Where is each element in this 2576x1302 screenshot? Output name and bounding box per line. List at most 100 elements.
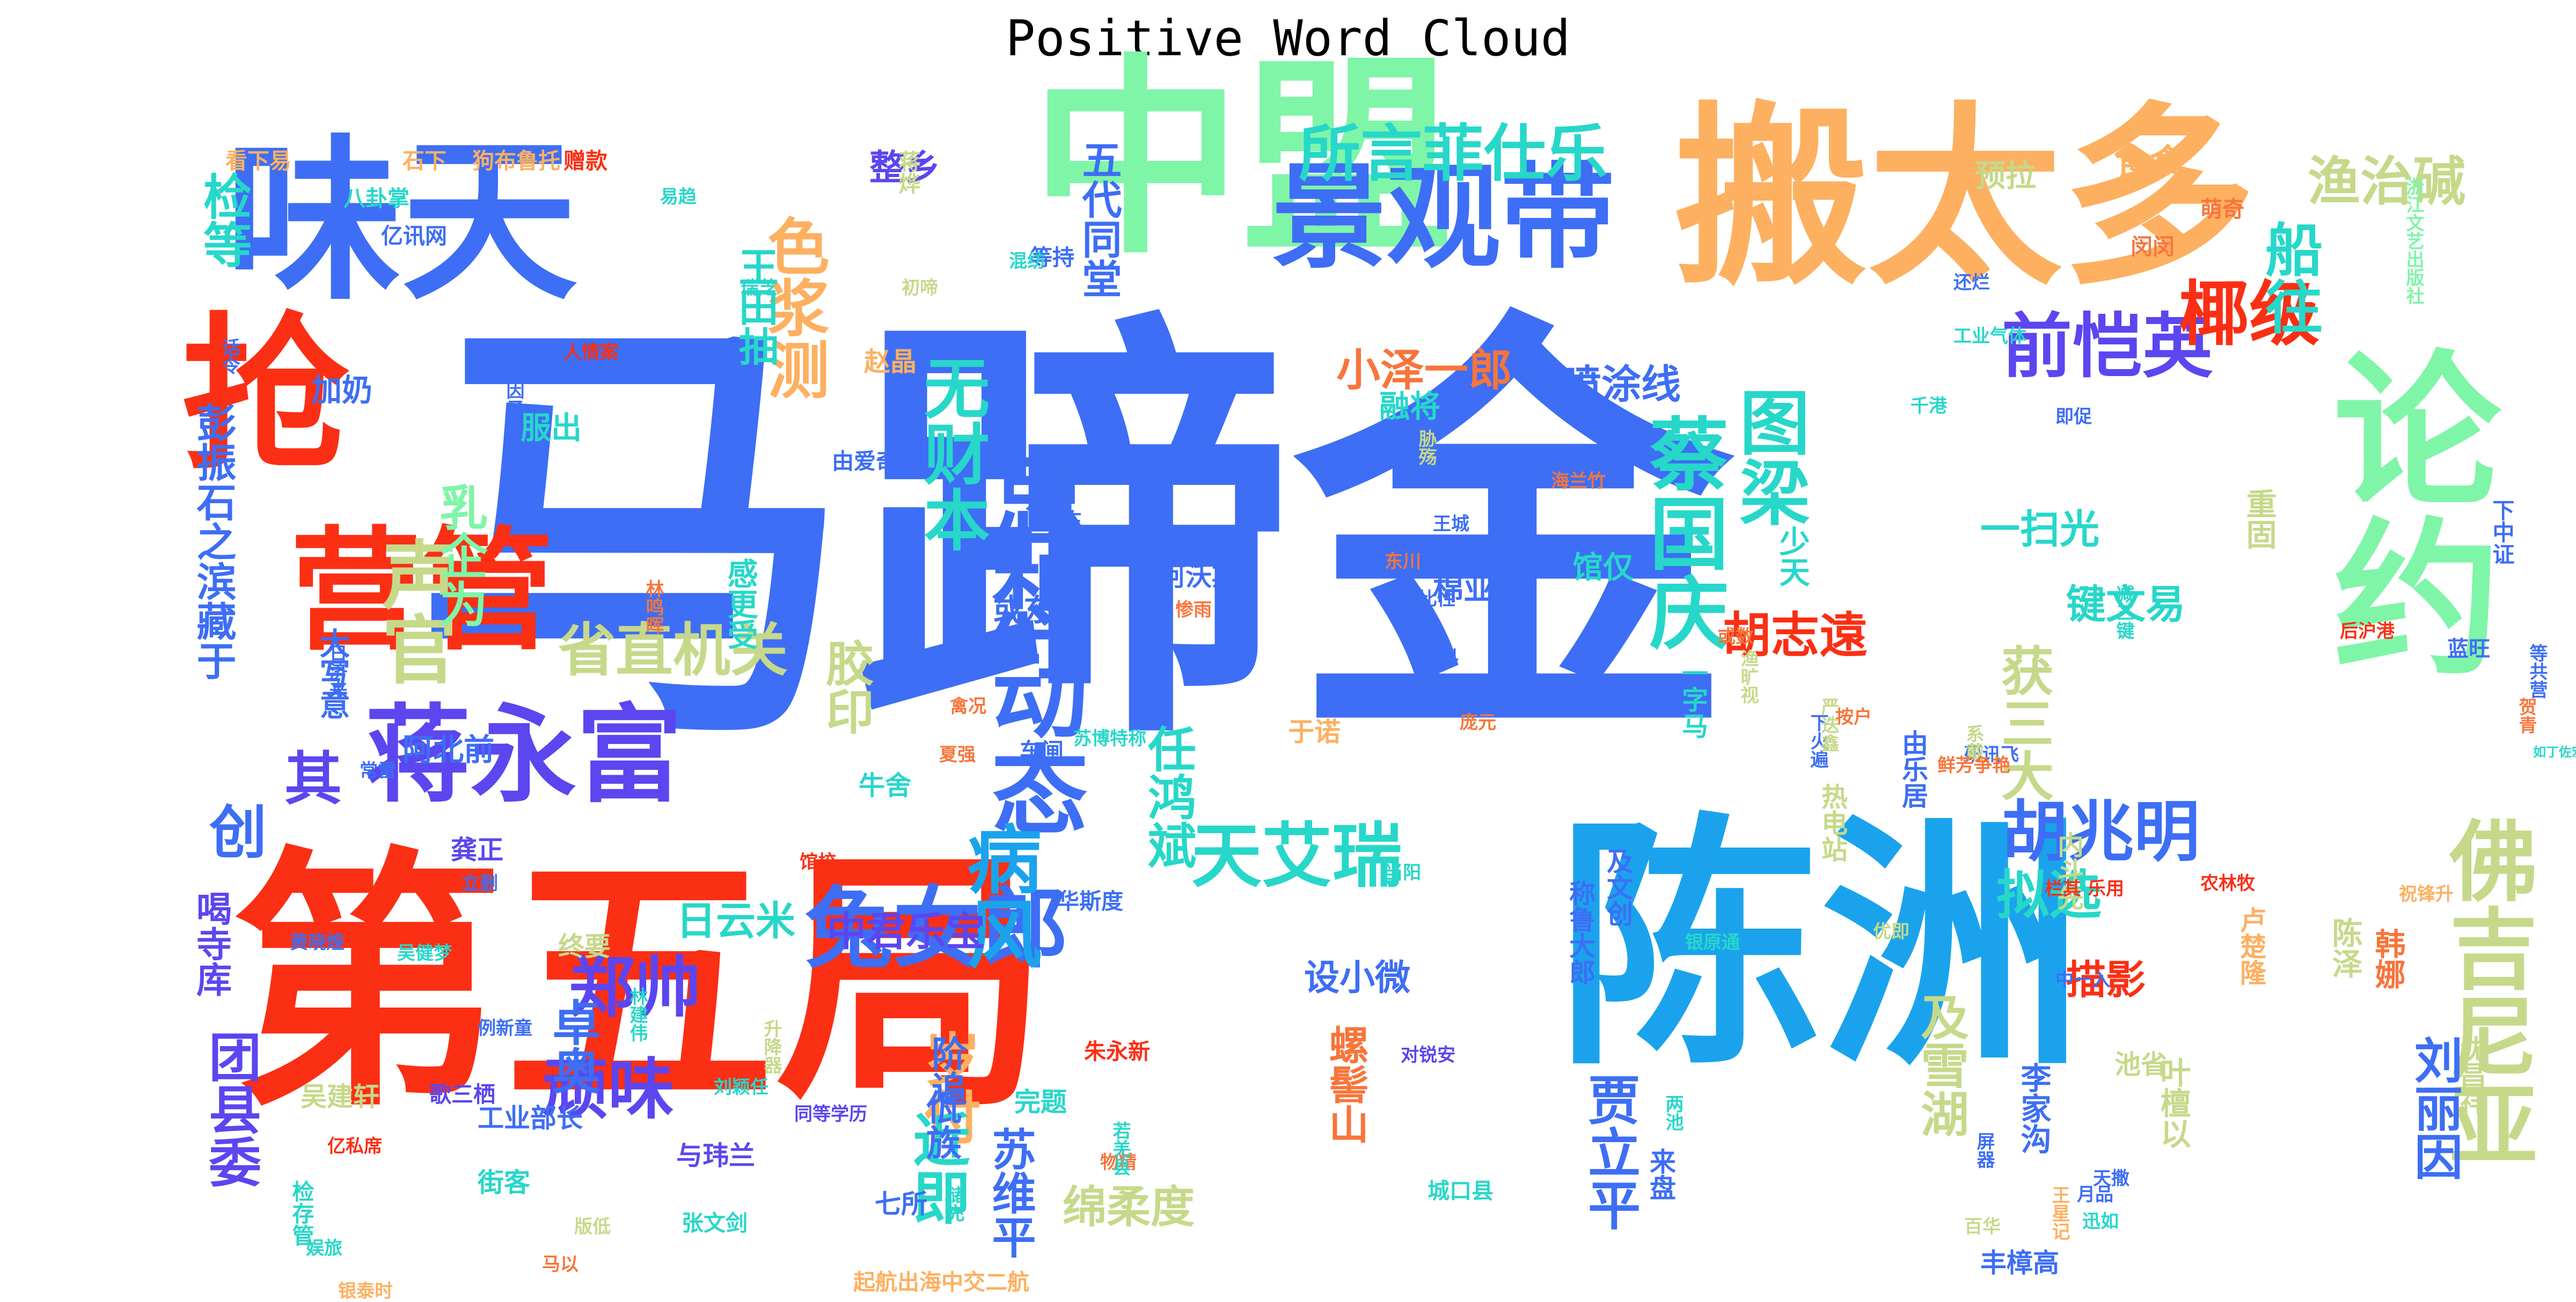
word-190: 中一入 bbox=[2055, 969, 2110, 991]
word-47: 绵柔度 bbox=[1063, 1182, 1195, 1233]
word-95: 称鲁大郎 bbox=[1565, 880, 1596, 985]
word-108: 看下易 bbox=[225, 148, 291, 174]
word-45: 刘丽因 bbox=[2406, 1035, 2462, 1180]
word-123: 减三键 bbox=[2113, 585, 2134, 639]
word-5: 搬太多 bbox=[1674, 86, 2256, 311]
word-144: 张文剑 bbox=[682, 1210, 748, 1236]
word-10: 景观带 bbox=[1272, 151, 1615, 284]
word-30: 其 bbox=[284, 746, 342, 813]
word-179: 千港 bbox=[1911, 395, 1947, 417]
word-184: 贺青 bbox=[2515, 697, 2537, 734]
word-156: 马以 bbox=[542, 1254, 579, 1275]
word-21: 图梁 bbox=[1728, 386, 1810, 527]
word-25: 无财本 bbox=[912, 354, 989, 552]
word-92: 来盘 bbox=[1645, 1148, 1676, 1201]
word-28: 省直机关 bbox=[558, 617, 788, 684]
word-29: 创 bbox=[209, 800, 267, 866]
word-46: 卓奥 bbox=[544, 998, 600, 1094]
word-6: 味天 bbox=[225, 120, 577, 324]
word-63: 阶追 bbox=[926, 1035, 967, 1106]
word-34: 渔治碱 bbox=[2308, 151, 2466, 212]
word-152: 王星记 bbox=[2048, 1186, 2070, 1240]
word-191: 严迭鑫 bbox=[1818, 697, 1839, 752]
word-65: 食食 bbox=[2114, 142, 2185, 183]
word-38: 团县委 bbox=[200, 1030, 261, 1188]
word-43: 任鸿斌 bbox=[1139, 724, 1196, 869]
word-13: 兔女郎 bbox=[805, 878, 1070, 980]
word-110: 狗布鲁托 bbox=[472, 148, 560, 174]
word-132: 苏博特称 bbox=[1073, 728, 1146, 749]
word-15: 蔡国庆 bbox=[1636, 413, 1728, 651]
word-49: 小泽一郎 bbox=[1336, 345, 1513, 396]
word-8: 论约 bbox=[2304, 343, 2500, 678]
word-55: 键文易 bbox=[2066, 582, 2185, 628]
word-50: 喷涂线 bbox=[1562, 362, 1681, 408]
word-27: 色浆测 bbox=[757, 215, 829, 400]
word-147: 银泰时 bbox=[338, 1281, 393, 1302]
word-26: 所言菲仕乐 bbox=[1299, 118, 1608, 190]
word-145: 起航出海中交二航 bbox=[853, 1269, 1029, 1295]
word-171: 常雷 bbox=[360, 760, 396, 782]
word-131: 惨雨 bbox=[1175, 599, 1212, 621]
word-81: 加奶 bbox=[311, 373, 372, 408]
word-134: 馆校 bbox=[800, 851, 836, 873]
word-187: 等共营 bbox=[2526, 644, 2548, 698]
word-161: 初啼 bbox=[902, 277, 938, 299]
word-53: 螺髻山 bbox=[1322, 1025, 1368, 1144]
word-99: 内斗先 bbox=[2053, 832, 2084, 910]
word-11: 蒋永富 bbox=[365, 694, 683, 817]
word-172: 立删 bbox=[462, 873, 498, 894]
word-155: 迅如 bbox=[2082, 1211, 2119, 1232]
word-37: 贾立平 bbox=[1579, 1073, 1640, 1231]
word-93: 丰樟高 bbox=[1980, 1248, 2060, 1278]
word-74: 或东 bbox=[993, 593, 1054, 628]
word-1: 马蹄金 bbox=[413, 281, 1733, 792]
word-188: 如丁佐宏 bbox=[2533, 745, 2576, 760]
word-64: 整乡 bbox=[869, 147, 940, 188]
word-19: 前恺英 bbox=[2002, 305, 2213, 387]
word-101: 卢楚隆 bbox=[2236, 907, 2266, 985]
word-75: 棉业 bbox=[1433, 571, 1494, 607]
word-168: 因子分析 bbox=[503, 381, 524, 454]
word-103: 阿沃斯 bbox=[1159, 561, 1239, 592]
word-85: 龚正 bbox=[451, 835, 504, 865]
word-96: 及文创 bbox=[1602, 848, 1633, 926]
word-189: 系戴 bbox=[1963, 724, 1984, 761]
word-121: 后沪港 bbox=[2340, 621, 2395, 642]
word-115: 八卦掌 bbox=[343, 186, 409, 211]
word-51: 五代同堂 bbox=[1075, 139, 1122, 298]
word-133: 庞元 bbox=[1460, 712, 1496, 733]
word-104: 吴建轩 bbox=[301, 1082, 380, 1112]
word-183: 研讯飞 bbox=[1964, 744, 2019, 766]
word-70: 李家沟 bbox=[2016, 1062, 2051, 1154]
word-56: 一扫光 bbox=[1980, 506, 2099, 553]
word-174: 吴健梦 bbox=[397, 943, 452, 964]
word-163: 还烂 bbox=[1953, 272, 1990, 293]
word-165: 易趋 bbox=[660, 186, 697, 208]
word-9: 营管 bbox=[290, 515, 554, 668]
word-120: 浙江文艺出版社 bbox=[2403, 177, 2424, 305]
word-59: 彭振石之滨藏于 bbox=[190, 402, 236, 680]
word-140: 对锐安 bbox=[1401, 1044, 1455, 1066]
chart-title: Positive Word Cloud bbox=[1005, 10, 1571, 67]
word-57: 日云米 bbox=[676, 898, 795, 944]
word-169: 林鸣晖 bbox=[642, 579, 664, 634]
word-154: 物精 bbox=[1100, 1152, 1137, 1173]
word-176: 林建伟 bbox=[626, 987, 648, 1042]
word-91: 七所 bbox=[875, 1189, 928, 1219]
word-177: 升降器 bbox=[760, 1019, 782, 1074]
word-129: 或数 bbox=[1717, 626, 1754, 648]
word-20: 椰级 bbox=[2179, 273, 2320, 355]
word-61: 设小微 bbox=[1304, 957, 1410, 998]
word-14: 佛吉尼亚 bbox=[2435, 815, 2537, 1167]
word-146: 城口县 bbox=[1428, 1178, 1494, 1204]
word-124: 蓝旺 bbox=[2447, 637, 2490, 661]
word-71: 大写意 bbox=[314, 628, 350, 719]
word-198: 胁殇 bbox=[1415, 429, 1437, 466]
word-31: 岁付 bbox=[913, 1030, 980, 1145]
word-83: 于诺 bbox=[1288, 717, 1341, 747]
word-117: 墙水光 bbox=[478, 357, 544, 383]
word-100: 热电站 bbox=[1817, 783, 1848, 862]
word-158: 娱旅 bbox=[306, 1238, 342, 1259]
word-52: 王田抽 bbox=[732, 247, 778, 366]
